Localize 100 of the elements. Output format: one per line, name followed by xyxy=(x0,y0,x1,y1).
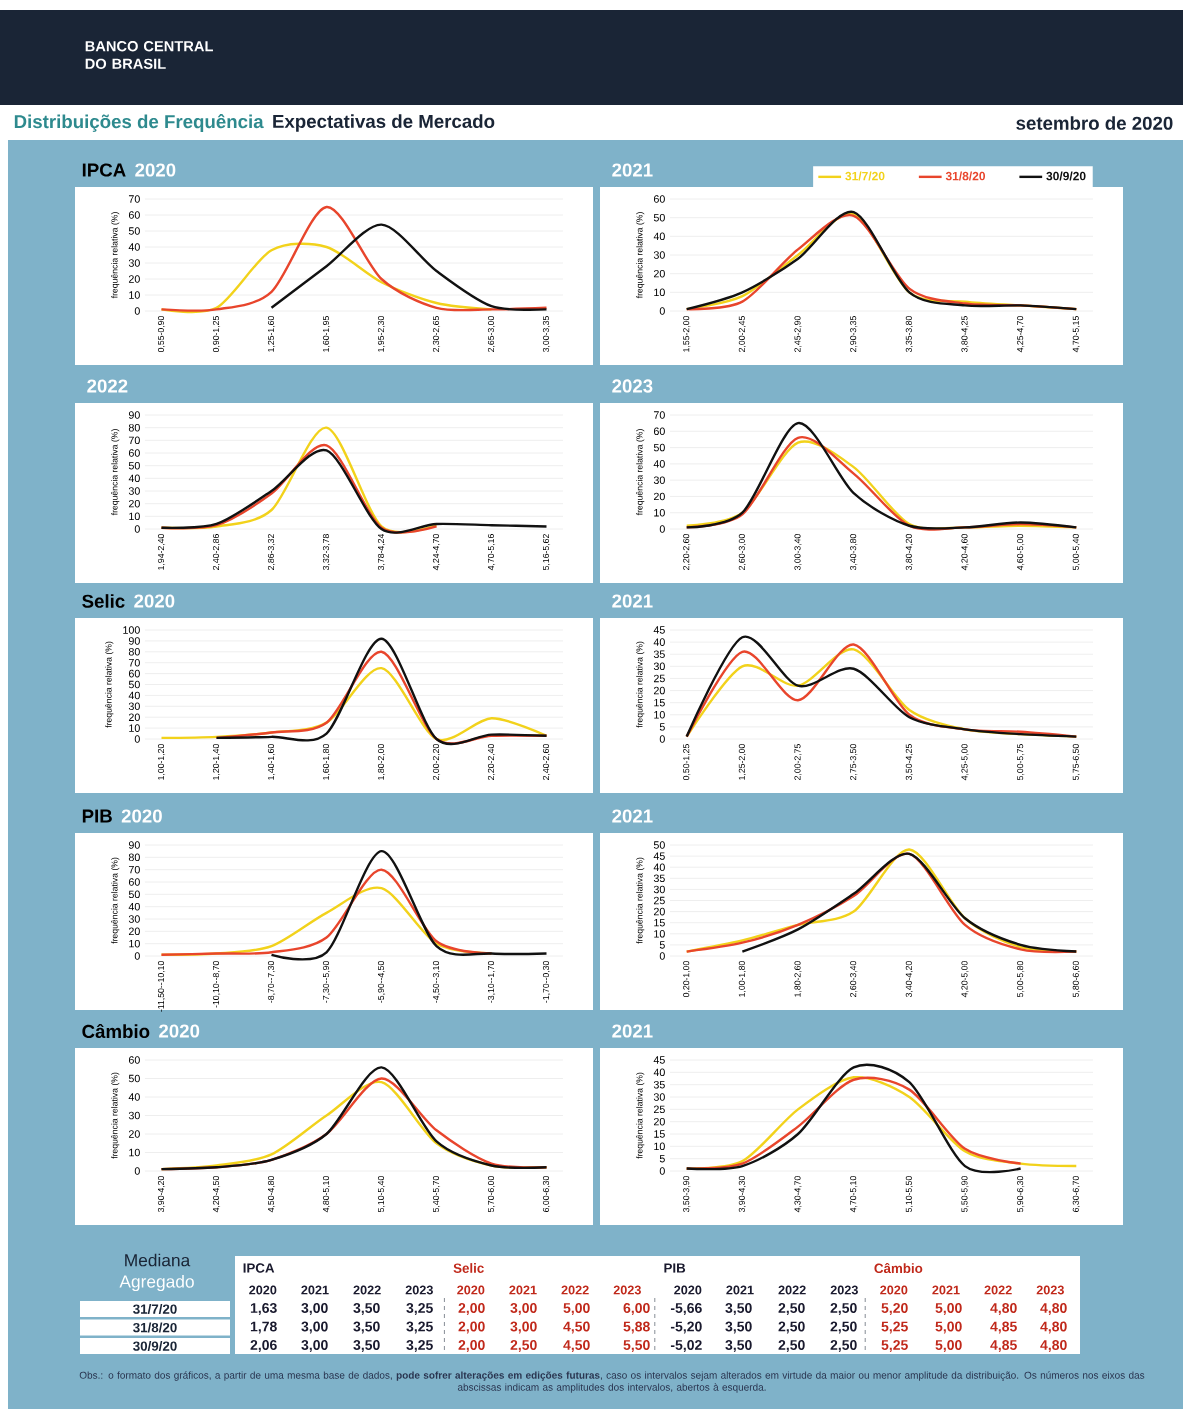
y-tick-label: 10 xyxy=(129,939,140,948)
y-tick-label: 40 xyxy=(128,1093,140,1101)
text: 3,50 xyxy=(725,1321,752,1334)
x-tick-label: 0,90-1,25 xyxy=(212,316,221,352)
y-tick-label: 45 xyxy=(653,1056,665,1064)
text: BANCO CENTRAL DO BRASIL xyxy=(85,41,213,69)
y-tick-label: 10 xyxy=(654,711,665,719)
y-tick-label: 70 xyxy=(653,411,665,419)
chart-subtitle: 2020 xyxy=(121,809,162,823)
text: 3,25 xyxy=(406,1303,433,1315)
x-tick-label: 1,00-1,80 xyxy=(738,961,746,997)
x-tick-label: 3,40-4,20 xyxy=(905,961,913,998)
y-tick-label: 30 xyxy=(128,259,140,267)
chart-title: Selic xyxy=(82,594,125,608)
y-axis-title: frequência relativa (%) xyxy=(111,212,120,299)
x-tick-label: 3,00-3,40 xyxy=(794,534,802,571)
y-tick-label: 60 xyxy=(653,195,665,203)
y-tick-label: 40 xyxy=(128,474,140,483)
x-tick-label: 2,00-2,75 xyxy=(794,744,802,780)
text: 5,25 xyxy=(881,1340,908,1352)
x-tick-label: 2,00-2,45 xyxy=(738,316,746,352)
y-tick-label: 10 xyxy=(654,1142,665,1151)
y-tick-label: 20 xyxy=(128,713,140,721)
category-label: 30/9/20 xyxy=(133,1341,177,1351)
text: 5,00 xyxy=(935,1340,962,1352)
y-tick-label: 40 xyxy=(653,1068,665,1077)
x-tick-label: 4,20-4,60 xyxy=(961,534,969,571)
x-tick-label: 5,10-5,50 xyxy=(905,1176,913,1212)
y-tick-label: 70 xyxy=(128,658,140,667)
x-tick-label: 2,65-3,00 xyxy=(487,316,496,352)
text: 4,50 xyxy=(563,1340,590,1352)
text: Distribuições de Frequência xyxy=(14,114,264,132)
x-tick-label: 2,86-3,32 xyxy=(267,534,276,570)
x-tick-label: 2,60-3,40 xyxy=(850,961,858,997)
y-tick-label: 60 xyxy=(128,669,140,678)
x-tick-label: 4,60-5,00 xyxy=(1017,534,1025,571)
y-tick-label: 45 xyxy=(653,626,665,634)
y-tick-label: 30 xyxy=(653,476,665,484)
text: 5,50 xyxy=(623,1340,650,1352)
x-tick-label: 5,90-6,30 xyxy=(1017,1176,1025,1212)
text: 3,50 xyxy=(353,1340,380,1352)
y-tick-label: 15 xyxy=(654,918,665,927)
chart-subtitle: 2020 xyxy=(159,1024,200,1038)
x-tick-label: -10,10--8,70 xyxy=(212,961,221,1008)
text: 5,25 xyxy=(881,1321,908,1334)
y-tick-label: 50 xyxy=(128,227,140,235)
y-tick-label: 60 xyxy=(653,427,665,436)
y-tick-label: 30 xyxy=(653,662,665,671)
x-tick-label: 0,55-0,90 xyxy=(157,316,166,352)
x-tick-label: 5,75-6,50 xyxy=(1072,744,1080,780)
text: -5,02 xyxy=(670,1340,702,1352)
x-tick-label: 0,50-1,25 xyxy=(683,744,691,781)
y-tick-label: 40 xyxy=(653,863,665,871)
x-tick-label: 1,20-1,40 xyxy=(212,744,221,780)
y-tick-label: 0 xyxy=(134,735,140,743)
x-tick-label: -8,70--7,30 xyxy=(267,961,276,1003)
y-tick-label: 0 xyxy=(134,1167,140,1175)
text: 6,00 xyxy=(623,1303,650,1315)
x-tick-label: -1,70--0,30 xyxy=(542,961,551,1003)
x-tick-label: 2,60-3,00 xyxy=(738,534,746,570)
x-tick-label: 3,90-4,30 xyxy=(738,1176,746,1213)
text: 5,00 xyxy=(935,1303,962,1315)
x-tick-label: 4,70-5,16 xyxy=(487,534,496,571)
y-axis-title: frequência relativa (%) xyxy=(111,857,120,944)
text: Agregado xyxy=(119,1274,194,1292)
legend-label: 31/8/20 xyxy=(945,171,986,181)
y-tick-label: 50 xyxy=(128,461,140,470)
x-tick-label: 1,25-1,60 xyxy=(267,316,276,352)
y-tick-label: 90 xyxy=(128,411,140,419)
text: 4,80 xyxy=(1040,1340,1067,1352)
y-tick-label: 70 xyxy=(128,865,140,874)
y-tick-label: 60 xyxy=(128,1056,140,1064)
x-tick-label: -7,30--5,90 xyxy=(322,961,331,1003)
text: PIB xyxy=(664,1263,686,1273)
text: Expectativas de Mercado xyxy=(273,114,495,132)
text: 2020 2021 2022 2023 xyxy=(457,1285,641,1295)
x-tick-label: 2,45-2,90 xyxy=(794,316,802,352)
x-tick-label: 5,00-5,40 xyxy=(1072,534,1080,570)
y-tick-label: 50 xyxy=(128,680,140,689)
y-tick-label: 20 xyxy=(653,907,665,916)
text: 2,00 xyxy=(458,1340,485,1352)
y-tick-label: 0 xyxy=(659,1167,665,1175)
text: 4,50 xyxy=(563,1321,590,1334)
x-tick-label: 1,80-2,00 xyxy=(377,744,386,780)
x-tick-label: 4,80-5,10 xyxy=(322,1176,331,1213)
y-tick-label: 10 xyxy=(654,930,665,938)
y-tick-label: 50 xyxy=(653,443,665,452)
y-tick-label: 70 xyxy=(128,436,140,445)
y-tick-label: 40 xyxy=(128,691,140,700)
y-tick-label: 80 xyxy=(128,648,140,656)
y-tick-label: 0 xyxy=(659,735,665,743)
text: 2020 2021 2022 2023 xyxy=(249,1285,433,1295)
y-tick-label: 90 xyxy=(128,841,140,849)
y-tick-label: 20 xyxy=(128,275,140,283)
text: 2,50 xyxy=(830,1321,857,1334)
x-tick-label: 6,30-6,70 xyxy=(1072,1176,1080,1212)
line-series xyxy=(160,666,548,742)
text: 5,20 xyxy=(881,1303,908,1315)
x-tick-label: -5,90--4,50 xyxy=(377,961,386,1003)
x-tick-label: 2,00-2,20 xyxy=(432,744,441,780)
